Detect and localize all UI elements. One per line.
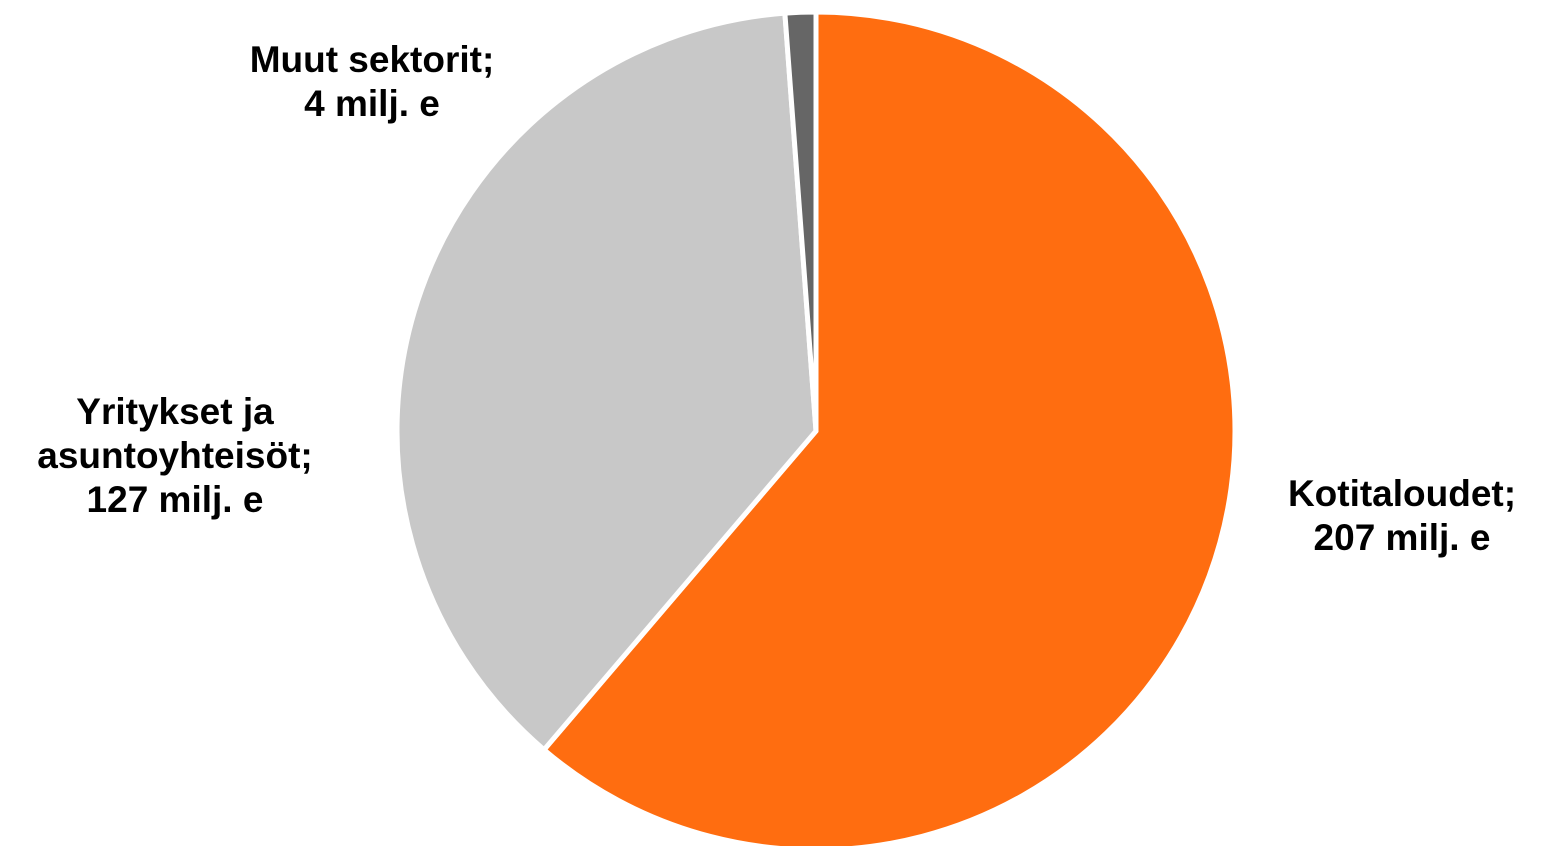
- data-label-kotitaloudet-value: 207 milj. e: [1313, 517, 1491, 558]
- data-label-kotitaloudet: Kotitaloudet; 207 milj. e: [1262, 472, 1542, 560]
- data-label-yritykset-name-1: Yritykset ja: [76, 391, 274, 432]
- data-label-muut-sektorit-name: Muut sektorit;: [249, 39, 495, 80]
- data-label-muut-sektorit: Muut sektorit; 4 milj. e: [222, 38, 522, 126]
- pie-slice-kotitaloudet: [541, 9, 1238, 846]
- data-label-kotitaloudet-name: Kotitaloudet;: [1287, 473, 1517, 514]
- pie-slice-muut-sektorit: [782, 9, 819, 434]
- pie-slice-yritykset: [394, 10, 819, 753]
- data-label-yritykset-value: 127 milj. e: [86, 479, 264, 520]
- data-label-yritykset: Yritykset ja asuntoyhteisöt; 127 milj. e: [0, 390, 350, 522]
- data-label-yritykset-name-2: asuntoyhteisöt;: [37, 435, 313, 476]
- data-label-muut-sektorit-value: 4 milj. e: [304, 83, 440, 124]
